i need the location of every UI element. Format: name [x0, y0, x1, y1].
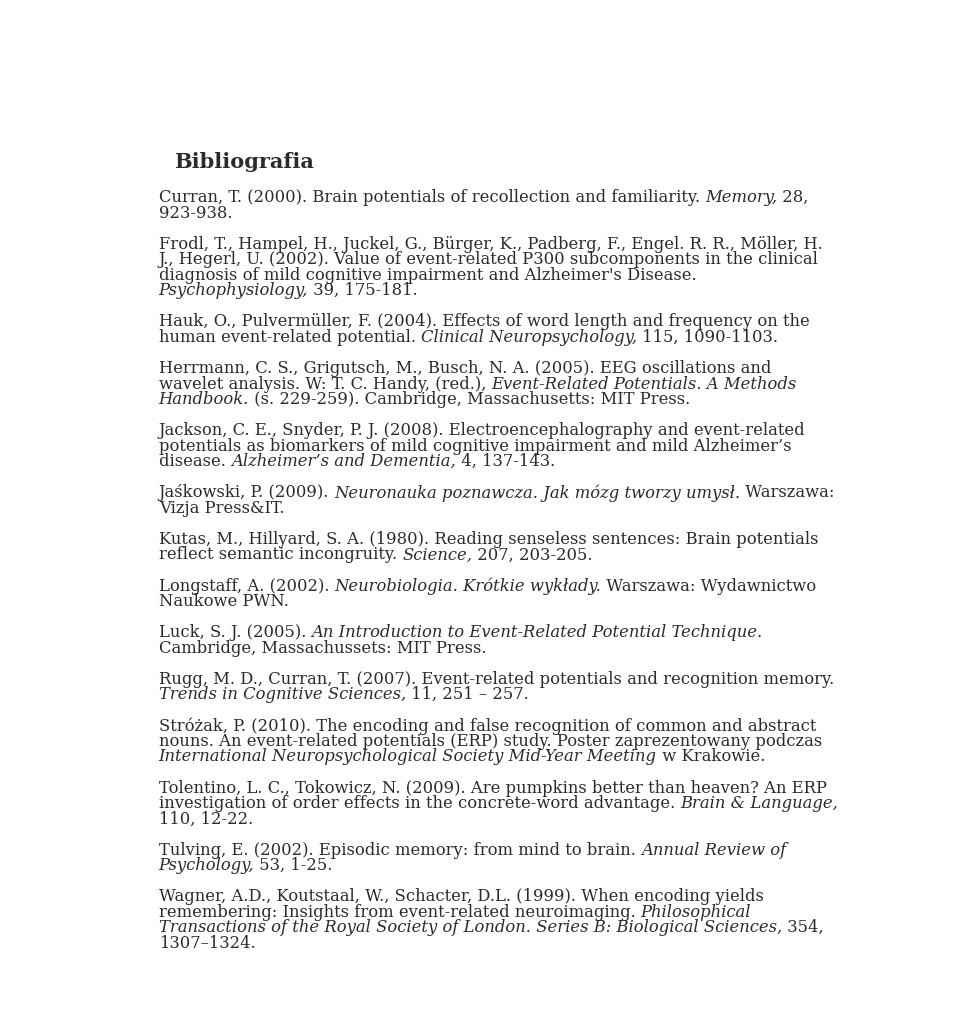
Text: Rugg, M. D., Curran, T. (2007). Event-related potentials and recognition memory.: Rugg, M. D., Curran, T. (2007). Event-re…	[158, 671, 834, 688]
Text: remembering: Insights from event-related neuroimaging.: remembering: Insights from event-related…	[158, 904, 640, 920]
Text: 110, 12-22.: 110, 12-22.	[158, 811, 252, 827]
Text: wavelet analysis. W: T. C. Handy, (red.),: wavelet analysis. W: T. C. Handy, (red.)…	[158, 376, 492, 392]
Text: Frodl, T., Hampel, H., Juckel, G., Bürger, K., Padberg, F., Engel. R. R., Möller: Frodl, T., Hampel, H., Juckel, G., Bürge…	[158, 236, 823, 253]
Text: 1307–1324.: 1307–1324.	[158, 935, 255, 952]
Text: Trends in Cognitive Sciences,: Trends in Cognitive Sciences,	[158, 686, 406, 703]
Text: Jaśkowski, P. (2009).: Jaśkowski, P. (2009).	[158, 485, 334, 501]
Text: Wagner, A.D., Koutstaal, W., Schacter, D.L. (1999). When encoding yields: Wagner, A.D., Koutstaal, W., Schacter, D…	[158, 888, 763, 905]
Text: Warszawa:: Warszawa:	[740, 485, 835, 501]
Text: An Introduction to Event-Related Potential Technique.: An Introduction to Event-Related Potenti…	[311, 624, 762, 641]
Text: 28,: 28,	[778, 189, 808, 206]
Text: Philosophical: Philosophical	[640, 904, 751, 920]
Text: Memory,: Memory,	[705, 189, 778, 206]
Text: Hauk, O., Pulvermüller, F. (2004). Effects of word length and frequency on the: Hauk, O., Pulvermüller, F. (2004). Effec…	[158, 313, 809, 330]
Text: (s. 229-259). Cambridge, Massachusetts: MIT Press.: (s. 229-259). Cambridge, Massachusetts: …	[249, 391, 690, 408]
Text: Jackson, C. E., Snyder, P. J. (2008). Electroencephalography and event-related: Jackson, C. E., Snyder, P. J. (2008). El…	[158, 423, 805, 439]
Text: Herrmann, C. S., Grigutsch, M., Busch, N. A. (2005). EEG oscillations and: Herrmann, C. S., Grigutsch, M., Busch, N…	[158, 360, 771, 377]
Text: 115, 1090-1103.: 115, 1090-1103.	[637, 329, 778, 345]
Text: potentials as biomarkers of mild cognitive impairment and mild Alzheimer’s: potentials as biomarkers of mild cogniti…	[158, 438, 791, 455]
Text: disease.: disease.	[158, 453, 230, 470]
Text: 207, 203-205.: 207, 203-205.	[472, 547, 592, 564]
Text: J., Hegerl, U. (2002). Value of event-related P300 subcomponents in the clinical: J., Hegerl, U. (2002). Value of event-re…	[158, 251, 819, 268]
Text: Tolentino, L. C., Tokowicz, N. (2009). Are pumpkins better than heaven? An ERP: Tolentino, L. C., Tokowicz, N. (2009). A…	[158, 779, 827, 797]
Text: 923-938.: 923-938.	[158, 204, 232, 221]
Text: Transactions of the Royal Society of London. Series B: Biological Sciences,: Transactions of the Royal Society of Lon…	[158, 919, 782, 937]
Text: investigation of order effects in the concrete-word advantage.: investigation of order effects in the co…	[158, 796, 681, 812]
Text: 53, 1-25.: 53, 1-25.	[254, 858, 333, 874]
Text: Naukowe PWN.: Naukowe PWN.	[158, 593, 289, 610]
Text: International Neuropsychological Society Mid-Year Meeting: International Neuropsychological Society…	[158, 749, 657, 765]
Text: Alzheimer’s and Dementia,: Alzheimer’s and Dementia,	[230, 453, 456, 470]
Text: Vizja Press&IT.: Vizja Press&IT.	[158, 500, 284, 517]
Text: Cambridge, Massachussets: MIT Press.: Cambridge, Massachussets: MIT Press.	[158, 640, 486, 656]
Text: Bibliografia: Bibliografia	[174, 151, 314, 172]
Text: Annual Review of: Annual Review of	[641, 841, 786, 859]
Text: Neurobiologia. Krótkie wykłady.: Neurobiologia. Krótkie wykłady.	[334, 577, 601, 595]
Text: Science,: Science,	[402, 547, 472, 564]
Text: human event-related potential.: human event-related potential.	[158, 329, 420, 345]
Text: Clinical Neuropsychology,: Clinical Neuropsychology,	[420, 329, 637, 345]
Text: 4, 137-143.: 4, 137-143.	[456, 453, 555, 470]
Text: Tulving, E. (2002). Episodic memory: from mind to brain.: Tulving, E. (2002). Episodic memory: fro…	[158, 841, 641, 859]
Text: Brain & Language,: Brain & Language,	[681, 796, 838, 812]
Text: Luck, S. J. (2005).: Luck, S. J. (2005).	[158, 624, 311, 641]
Text: Longstaff, A. (2002).: Longstaff, A. (2002).	[158, 577, 334, 594]
Text: Stróżak, P. (2010). The encoding and false recognition of common and abstract: Stróżak, P. (2010). The encoding and fal…	[158, 717, 816, 735]
Text: nouns. An event-related potentials (ERP) study. Poster zaprezentowany podczas: nouns. An event-related potentials (ERP)…	[158, 733, 822, 750]
Text: Psychophysiology,: Psychophysiology,	[158, 282, 308, 300]
Text: 354,: 354,	[782, 919, 824, 937]
Text: Kutas, M., Hillyard, S. A. (1980). Reading senseless sentences: Brain potentials: Kutas, M., Hillyard, S. A. (1980). Readi…	[158, 531, 818, 548]
Text: w Krakowie.: w Krakowie.	[657, 749, 765, 765]
Text: Neuronauka poznawcza. Jak mózg tworzy umysł.: Neuronauka poznawcza. Jak mózg tworzy um…	[334, 485, 740, 502]
Text: reflect semantic incongruity.: reflect semantic incongruity.	[158, 547, 402, 564]
Text: Warszawa: Wydawnictwo: Warszawa: Wydawnictwo	[601, 577, 816, 594]
Text: Psychology,: Psychology,	[158, 858, 254, 874]
Text: Event-Related Potentials. A Methods: Event-Related Potentials. A Methods	[492, 376, 797, 392]
Text: Curran, T. (2000). Brain potentials of recollection and familiarity.: Curran, T. (2000). Brain potentials of r…	[158, 189, 705, 206]
Text: diagnosis of mild cognitive impairment and Alzheimer's Disease.: diagnosis of mild cognitive impairment a…	[158, 267, 696, 283]
Text: 39, 175-181.: 39, 175-181.	[308, 282, 418, 300]
Text: Handbook.: Handbook.	[158, 391, 249, 408]
Text: 11, 251 – 257.: 11, 251 – 257.	[406, 686, 529, 703]
